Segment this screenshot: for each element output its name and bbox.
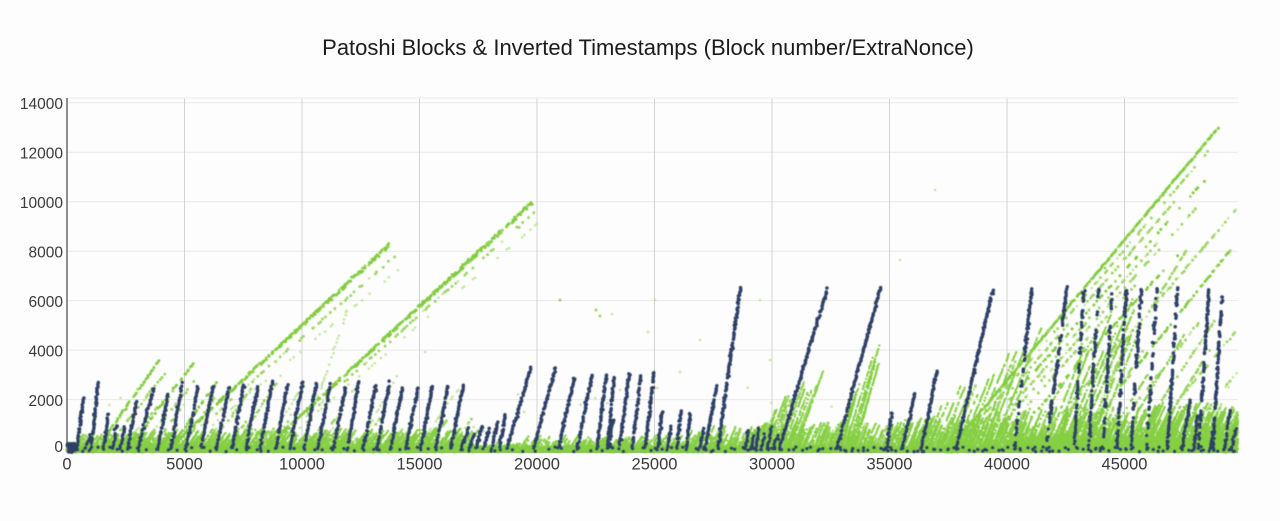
svg-text:35000: 35000 [867,456,913,474]
svg-text:15000: 15000 [397,456,443,474]
svg-text:Patoshi Blocks & Inverted Time: Patoshi Blocks & Inverted Timestamps (Bl… [322,35,974,60]
svg-text:12000: 12000 [20,146,63,163]
svg-text:8000: 8000 [29,245,64,262]
svg-text:45000: 45000 [1102,456,1148,474]
svg-text:10000: 10000 [279,456,325,474]
svg-text:30000: 30000 [749,456,795,474]
svg-text:2000: 2000 [29,393,64,410]
svg-text:10000: 10000 [20,195,63,212]
svg-text:25000: 25000 [632,456,678,474]
svg-text:14000: 14000 [20,96,63,113]
svg-text:40000: 40000 [984,456,1030,474]
svg-text:0: 0 [54,439,63,456]
svg-text:6000: 6000 [29,294,64,311]
svg-text:20000: 20000 [514,456,560,474]
svg-text:4000: 4000 [29,343,64,360]
svg-text:0: 0 [62,456,71,474]
svg-text:5000: 5000 [166,456,203,474]
